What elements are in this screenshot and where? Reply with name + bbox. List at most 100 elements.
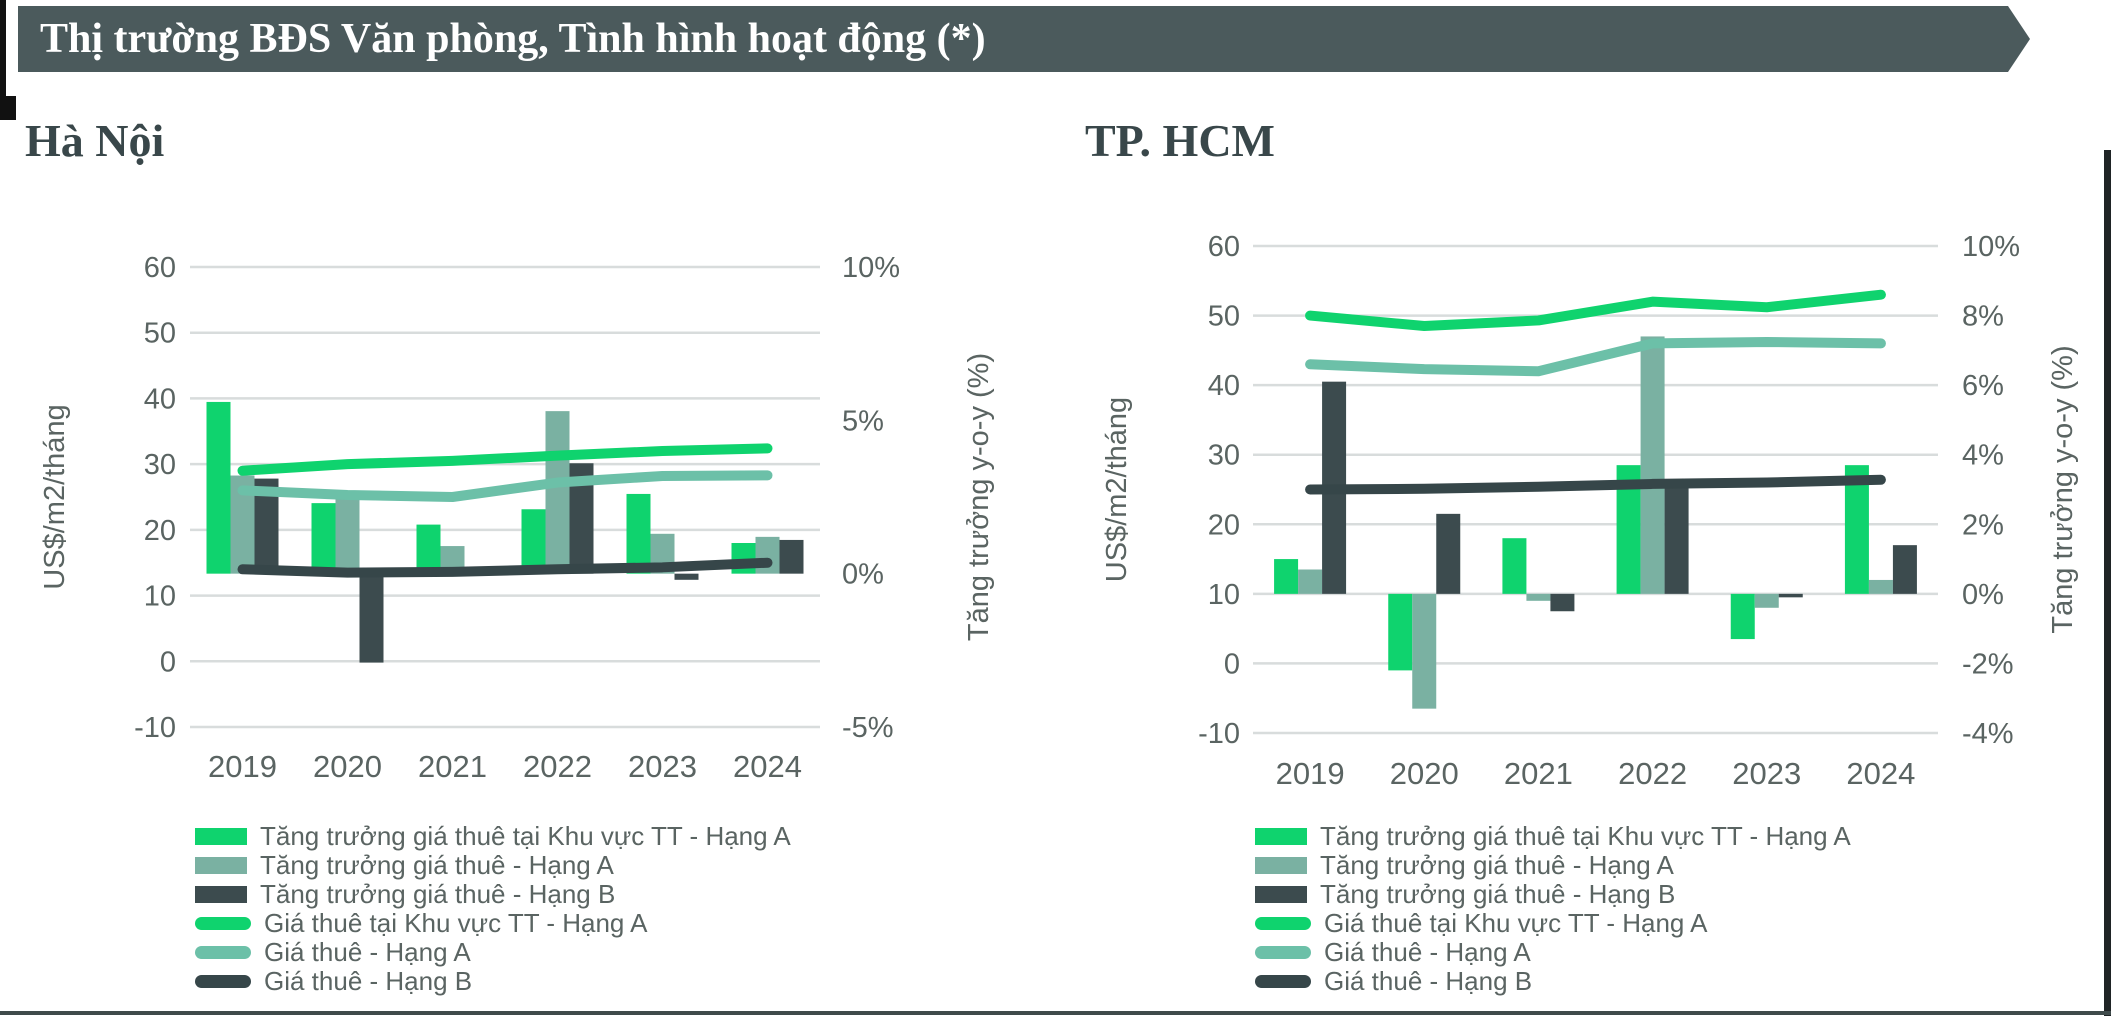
right-axis-tick: 10% xyxy=(1962,231,2020,263)
legend-bar-swatch-icon xyxy=(195,857,247,874)
bar-hcm-series3 xyxy=(1664,486,1689,594)
x-axis-tick: 2023 xyxy=(1732,756,1801,791)
bottom-divider-line xyxy=(0,1011,2111,1015)
right-axis-tick: -2% xyxy=(1962,648,2014,680)
right-axis-tick: -5% xyxy=(842,712,894,744)
left-edge-artifact-2 xyxy=(0,96,16,120)
x-axis-tick: 2024 xyxy=(1846,756,1915,791)
legend-item: Giá thuê - Hạng B xyxy=(195,967,791,996)
bar-hcm-series2 xyxy=(1412,593,1437,709)
x-axis-tick: 2024 xyxy=(733,749,802,784)
bar-hcm-series2 xyxy=(1526,593,1551,601)
x-axis-tick: 2022 xyxy=(523,749,592,784)
bar-hcm-series1 xyxy=(1388,593,1413,671)
legend-line-swatch-icon xyxy=(1255,917,1311,930)
legend-bar-swatch-icon xyxy=(1255,828,1307,845)
bar-hanoi-series3 xyxy=(674,573,699,580)
legend-line-swatch-icon xyxy=(195,975,251,988)
bar-hcm-series2 xyxy=(1754,593,1779,608)
x-axis-tick: 2019 xyxy=(1276,756,1345,791)
bar-hanoi-series2 xyxy=(755,536,780,574)
legend-item: Tăng trưởng giá thuê - Hạng A xyxy=(195,851,791,880)
bar-hanoi-series1 xyxy=(206,401,231,574)
legend-item: Tăng trưởng giá thuê - Hạng B xyxy=(1255,880,1851,909)
left-axis-tick: 30 xyxy=(1208,440,1240,472)
line-hanoi-series3 xyxy=(237,557,773,578)
x-axis-tick: 2020 xyxy=(313,749,382,784)
header-banner: Thị trường BĐS Văn phòng, Tình hình hoạt… xyxy=(18,6,2030,72)
left-axis-tick: 0 xyxy=(160,646,176,678)
x-axis-tick: 2020 xyxy=(1390,756,1459,791)
x-axis-tick: 2021 xyxy=(418,749,487,784)
legend-bar-swatch-icon xyxy=(1255,886,1307,903)
legend-label: Tăng trưởng giá thuê - Hạng A xyxy=(260,850,614,880)
bar-hanoi-series1 xyxy=(416,524,441,574)
left-axis-tick: 10 xyxy=(1208,579,1240,611)
legend-item: Giá thuê - Hạng A xyxy=(195,938,791,967)
legend-label: Giá thuê - Hạng A xyxy=(264,937,471,967)
left-axis-tick: 50 xyxy=(1208,301,1240,333)
legend-label: Giá thuê - Hạng B xyxy=(264,966,473,996)
right-axis-tick: 5% xyxy=(842,405,884,437)
bar-hcm-series2 xyxy=(1298,569,1323,594)
bar-hanoi-series1 xyxy=(521,509,546,574)
bar-hcm-series2 xyxy=(1640,336,1665,594)
left-axis-tick: 30 xyxy=(144,449,176,481)
bar-hcm-series3 xyxy=(1550,593,1575,612)
legend-item: Giá thuê - Hạng A xyxy=(1255,938,1851,967)
left-axis-tick: 40 xyxy=(144,383,176,415)
legend-line-swatch-icon xyxy=(195,946,251,959)
left-axis-tick: -10 xyxy=(1198,718,1240,750)
left-axis-tick: 0 xyxy=(1224,648,1240,680)
legend-label: Giá thuê - Hạng B xyxy=(1324,966,1533,996)
right-axis-title: Tăng trưởng y-o-y (%) xyxy=(2047,345,2079,633)
left-axis-tick: -10 xyxy=(134,712,176,744)
bar-hanoi-series3 xyxy=(779,539,804,574)
x-axis-tick: 2019 xyxy=(208,749,277,784)
chart-title-hanoi: Hà Nội xyxy=(25,115,165,166)
left-axis-tick: 20 xyxy=(144,515,176,547)
legend-label: Tăng trưởng giá thuê - Hạng B xyxy=(1320,879,1676,909)
line-hanoi-series2 xyxy=(237,470,773,502)
legend-label: Tăng trưởng giá thuê tại Khu vực TT - Hạ… xyxy=(1320,821,1851,851)
legend-hanoi: Tăng trưởng giá thuê tại Khu vực TT - Hạ… xyxy=(195,822,791,996)
legend-label: Tăng trưởng giá thuê - Hạng B xyxy=(260,879,616,909)
right-axis-tick: 4% xyxy=(1962,440,2004,472)
legend-label: Tăng trưởng giá thuê - Hạng A xyxy=(1320,850,1674,880)
line-hcm-series3 xyxy=(1305,474,1886,495)
legend-line-swatch-icon xyxy=(1255,975,1311,988)
x-axis-tick: 2023 xyxy=(628,749,697,784)
left-axis-tick: 10 xyxy=(144,581,176,613)
right-axis-tick: 0% xyxy=(1962,579,2004,611)
right-axis-tick: -4% xyxy=(1962,718,2014,750)
bar-hanoi-series3 xyxy=(359,573,384,663)
legend-hcm: Tăng trưởng giá thuê tại Khu vực TT - Hạ… xyxy=(1255,822,1851,996)
legend-item: Tăng trưởng giá thuê - Hạng B xyxy=(195,880,791,909)
legend-line-swatch-icon xyxy=(195,917,251,930)
left-axis-tick: 50 xyxy=(144,318,176,350)
legend-label: Giá thuê - Hạng A xyxy=(1324,937,1531,967)
legend-bar-swatch-icon xyxy=(195,886,247,903)
bar-hcm-series1 xyxy=(1844,465,1869,594)
left-axis-title: US$/m2/tháng xyxy=(39,404,71,589)
legend-item: Tăng trưởng giá thuê tại Khu vực TT - Hạ… xyxy=(195,822,791,851)
line-hcm-series2 xyxy=(1305,337,1886,377)
right-axis-tick: 10% xyxy=(842,252,900,284)
line-hcm-series1 xyxy=(1305,289,1886,332)
right-axis-tick: 8% xyxy=(1962,301,2004,333)
left-axis-title: US$/m2/tháng xyxy=(1101,397,1133,582)
line-hanoi-series1 xyxy=(237,443,773,476)
legend-item: Giá thuê - Hạng B xyxy=(1255,967,1851,996)
bar-hcm-series1 xyxy=(1502,538,1527,594)
chart-title-hcm: TP. HCM xyxy=(1085,115,1275,166)
right-axis-tick: 2% xyxy=(1962,509,2004,541)
bar-hcm-series2 xyxy=(1868,579,1893,594)
legend-item: Tăng trưởng giá thuê - Hạng A xyxy=(1255,851,1851,880)
bar-hanoi-series1 xyxy=(626,493,651,574)
right-axis-tick: 0% xyxy=(842,559,884,591)
bar-hanoi-series2 xyxy=(335,490,360,574)
left-axis-tick: 20 xyxy=(1208,509,1240,541)
legend-item: Giá thuê tại Khu vực TT - Hạng A xyxy=(1255,909,1851,938)
